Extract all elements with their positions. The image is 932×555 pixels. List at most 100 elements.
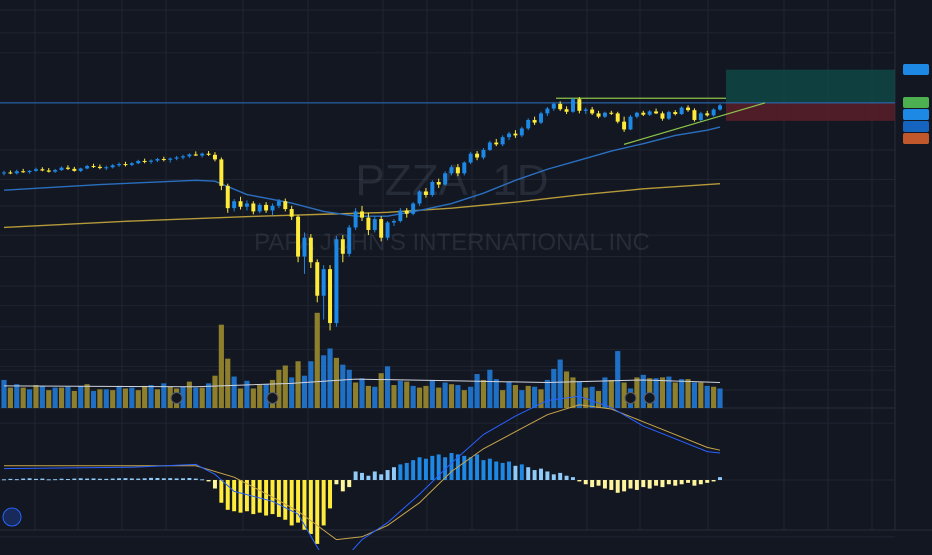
- macd-histogram-bar: [417, 457, 422, 480]
- volume-bar: [487, 369, 493, 408]
- volume-bar: [154, 389, 161, 408]
- macd-histogram-bar: [507, 461, 512, 480]
- volume-bar: [340, 364, 346, 408]
- volume-bar: [97, 389, 103, 408]
- volume-bar: [583, 387, 589, 408]
- candle-body: [283, 201, 288, 210]
- volume-bar: [589, 386, 595, 408]
- candle-body: [2, 172, 6, 174]
- volume-bar: [58, 387, 65, 408]
- macd-histogram-bar: [494, 461, 499, 480]
- candle-body: [577, 99, 582, 111]
- macd-histogram-bar: [673, 480, 678, 486]
- candle-body: [97, 166, 102, 169]
- macd-histogram-bar: [372, 471, 377, 480]
- candle-body: [532, 119, 537, 123]
- macd-histogram-bar: [136, 478, 141, 480]
- macd-histogram-bar: [436, 454, 441, 480]
- volume-bar: [410, 385, 416, 408]
- candle-body: [507, 133, 512, 138]
- macd-histogram-bar: [187, 478, 192, 480]
- volume-bar: [205, 383, 212, 408]
- macd-histogram-bar: [634, 480, 639, 490]
- candle-body: [443, 173, 448, 185]
- candle-body: [379, 219, 384, 238]
- volume-bar: [384, 366, 391, 408]
- macd-histogram-bar: [53, 479, 58, 481]
- candle-body: [174, 157, 179, 159]
- candle-body: [686, 107, 691, 111]
- candle-body: [430, 182, 435, 195]
- volume-bar: [436, 387, 442, 408]
- macd-histogram-bar: [123, 478, 128, 480]
- candle-body: [615, 113, 620, 122]
- candle-body: [526, 119, 531, 129]
- candle-body: [193, 154, 198, 156]
- candle-body: [654, 111, 659, 114]
- volume-bar: [448, 384, 455, 408]
- volume-bar: [116, 385, 122, 408]
- volume-bar: [608, 379, 614, 408]
- volume-bar: [46, 390, 52, 408]
- macd-histogram-bar: [110, 478, 115, 480]
- macd-histogram-bar: [366, 475, 371, 480]
- candle-body: [602, 112, 607, 117]
- volume-bar: [480, 379, 487, 408]
- candle-body: [468, 153, 473, 163]
- volume-bar: [679, 379, 685, 408]
- volume-bar: [110, 390, 116, 408]
- candle-body: [27, 170, 32, 173]
- volume-bar: [653, 378, 659, 408]
- position-zones: [0, 69, 895, 145]
- support-trendline: [623, 102, 766, 145]
- macd-histogram-bar: [21, 478, 26, 480]
- macd-histogram-bar: [666, 480, 671, 485]
- macd-histogram-bar: [641, 480, 646, 488]
- volume-bar: [90, 391, 97, 408]
- macd-histogram-bar: [129, 478, 134, 480]
- candle-body: [705, 113, 710, 116]
- volume-bar: [634, 377, 640, 408]
- macd-histogram-bar: [168, 478, 173, 480]
- macd-histogram-bar: [334, 480, 339, 485]
- candle-body: [296, 216, 301, 257]
- volume-bar: [416, 387, 423, 408]
- event-marker-E: [266, 392, 279, 404]
- macd-histogram-bar: [97, 478, 102, 480]
- volume-bar: [461, 390, 467, 408]
- candle-body: [72, 168, 77, 171]
- macd-histogram-bar: [33, 478, 38, 480]
- candle-body: [117, 164, 122, 166]
- macd-histogram-bar: [296, 480, 301, 523]
- volume-bar: [71, 391, 77, 408]
- candle-body: [462, 162, 467, 174]
- candle-body: [564, 109, 569, 112]
- candle-body: [244, 203, 249, 207]
- volume-bar: [148, 385, 154, 408]
- macd-histogram-bar: [40, 478, 45, 480]
- macd-histogram-bar: [590, 480, 595, 488]
- macd-histogram-bar: [181, 478, 185, 480]
- candle-body: [545, 108, 550, 114]
- macd-histogram-bar: [353, 471, 358, 480]
- volume-bar: [359, 378, 365, 408]
- candle-body: [46, 170, 51, 172]
- price-badge: [903, 133, 929, 144]
- macd-histogram-bar: [686, 480, 691, 483]
- macd-histogram-bar: [360, 472, 364, 480]
- macd-histogram-bar: [679, 480, 684, 485]
- volume-bar: [186, 381, 192, 408]
- macd-histogram-bar: [174, 478, 179, 480]
- candle-body: [423, 191, 428, 195]
- macd-histogram-bar: [117, 478, 122, 480]
- macd-histogram-bar: [65, 479, 70, 481]
- macd-histogram-bar: [654, 480, 659, 486]
- candle-body: [168, 158, 173, 160]
- macd-histogram-bar: [347, 480, 352, 488]
- macd-histogram-bar: [487, 458, 492, 480]
- volume-bar: [615, 351, 621, 408]
- candle-body: [360, 211, 364, 218]
- candle-body: [33, 169, 38, 171]
